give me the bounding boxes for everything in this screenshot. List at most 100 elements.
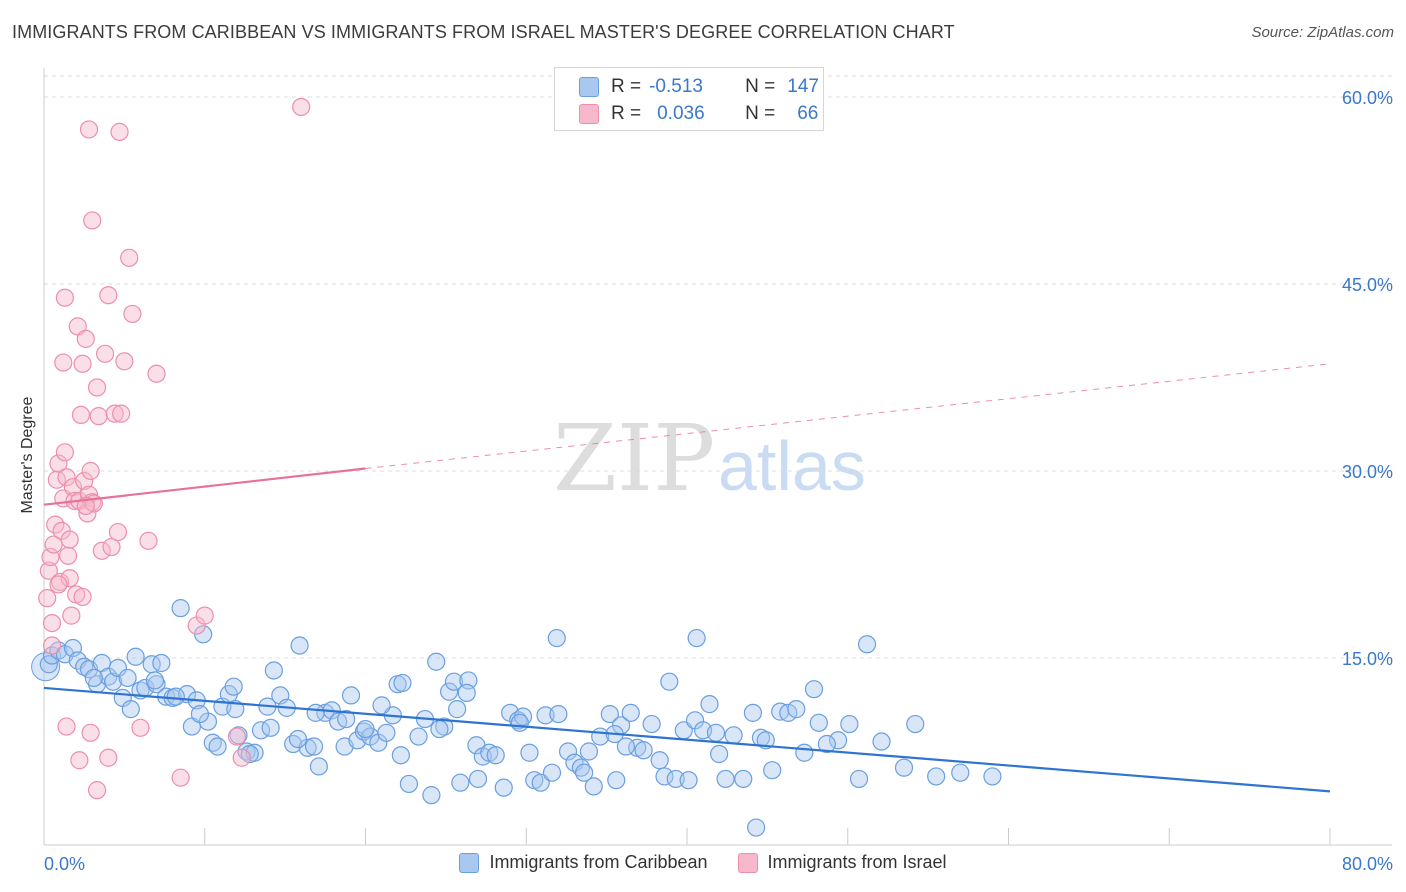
- caribbean-point: [341, 686, 361, 705]
- israel-point: [55, 443, 74, 462]
- stats-box: R = -0.513 N = 147 R = 0.036 N = 66: [554, 67, 824, 131]
- caribbean-point: [126, 647, 145, 666]
- caribbean-point: [104, 672, 123, 691]
- caribbean-point: [660, 672, 679, 691]
- israel-point: [87, 378, 107, 397]
- caribbean-point: [166, 687, 185, 706]
- israel-point: [87, 781, 107, 800]
- israel-point: [131, 718, 150, 737]
- caribbean-point: [145, 671, 165, 690]
- caribbean-point: [706, 723, 726, 742]
- caribbean-point: [666, 769, 685, 789]
- caribbean-point: [763, 761, 782, 780]
- israel-point: [78, 504, 97, 523]
- caribbean-point: [542, 763, 562, 782]
- caribbean-point: [983, 767, 1002, 786]
- caribbean-point: [288, 729, 308, 749]
- caribbean-point: [309, 757, 328, 776]
- legend-swatch-israel: [737, 852, 758, 873]
- caribbean-point: [422, 786, 441, 805]
- legend-item-israel[interactable]: Immigrants from Israel: [737, 852, 947, 873]
- legend-swatch-caribbean: [459, 852, 480, 873]
- caribbean-point: [264, 661, 283, 680]
- israel-point: [99, 286, 118, 305]
- caribbean-point: [439, 682, 459, 701]
- israel-point: [60, 530, 79, 549]
- caribbean-point: [634, 741, 653, 760]
- caribbean-point: [894, 758, 914, 777]
- caribbean-point: [743, 703, 763, 722]
- israel-point: [79, 120, 99, 139]
- caribbean-point: [391, 746, 410, 765]
- caribbean-point: [710, 744, 729, 764]
- caribbean-point: [549, 704, 568, 724]
- caribbean-point: [457, 683, 476, 703]
- israel-point: [171, 768, 190, 787]
- stats-r-value: -0.513: [649, 76, 703, 97]
- caribbean-point: [655, 767, 674, 786]
- caribbean-point: [337, 709, 356, 729]
- caribbean-point: [377, 723, 396, 742]
- israel-trendline-extension: [365, 363, 1331, 470]
- israel-point: [95, 344, 115, 363]
- caribbean-point: [575, 763, 594, 782]
- y-tick-label: 15.0%: [1342, 649, 1393, 669]
- israel-point: [62, 606, 81, 625]
- legend-label-israel: Immigrants from Israel: [767, 852, 947, 872]
- israel-point: [54, 353, 73, 372]
- israel-point: [123, 304, 142, 324]
- israel-point: [81, 461, 100, 481]
- israel-point: [81, 723, 100, 742]
- watermark-zip: ZIP: [553, 405, 715, 512]
- israel-point: [110, 122, 129, 142]
- caribbean-point: [804, 680, 824, 699]
- caribbean-point: [579, 742, 599, 761]
- caribbean-point: [679, 771, 698, 790]
- caribbean-point: [621, 703, 640, 722]
- caribbean-point: [607, 771, 626, 790]
- caribbean-point: [399, 774, 419, 794]
- x-tick-label: 0.0%: [44, 854, 85, 874]
- caribbean-point: [451, 773, 470, 792]
- israel-point: [139, 531, 158, 550]
- legend-label-caribbean: Immigrants from Caribbean: [489, 852, 708, 872]
- israel-point: [76, 329, 95, 348]
- stats-row-caribbean: R = -0.513 N = 147: [579, 75, 819, 99]
- stats-n-value: 147: [787, 76, 819, 97]
- caribbean-point: [284, 734, 303, 754]
- israel-point: [55, 288, 74, 307]
- israel-point: [89, 407, 108, 426]
- watermark-atlas: atlas: [718, 427, 866, 505]
- israel-point: [38, 589, 57, 608]
- israel-point: [112, 404, 131, 423]
- caribbean-point: [427, 652, 446, 671]
- caribbean-point: [171, 599, 190, 618]
- caribbean-point: [547, 628, 566, 648]
- caribbean-point: [857, 635, 877, 654]
- caribbean-point: [118, 668, 137, 688]
- caribbean-point: [687, 628, 706, 648]
- caribbean-point: [795, 743, 814, 762]
- israel-point: [92, 541, 111, 560]
- israel-point: [105, 404, 124, 423]
- israel-point: [115, 352, 134, 371]
- israel-trendline: [43, 467, 366, 506]
- israel-point: [108, 522, 128, 542]
- caribbean-point: [290, 636, 309, 655]
- caribbean-point: [121, 700, 140, 719]
- israel-point: [49, 454, 68, 473]
- caribbean-point: [927, 767, 946, 786]
- caribbean-point: [716, 769, 735, 789]
- y-tick-label: 45.0%: [1342, 275, 1393, 295]
- israel-point: [292, 97, 311, 117]
- y-tick-label: 30.0%: [1342, 462, 1393, 482]
- caribbean-point: [600, 704, 619, 724]
- caribbean-point: [787, 700, 806, 719]
- israel-point: [147, 364, 166, 383]
- caribbean-point: [700, 695, 719, 714]
- legend-item-caribbean[interactable]: Immigrants from Caribbean: [459, 852, 708, 873]
- israel-point: [102, 537, 121, 557]
- caribbean-point: [951, 763, 970, 782]
- caribbean-point: [829, 731, 848, 750]
